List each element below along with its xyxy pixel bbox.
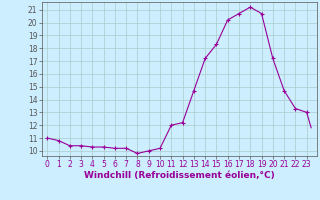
X-axis label: Windchill (Refroidissement éolien,°C): Windchill (Refroidissement éolien,°C) — [84, 171, 275, 180]
